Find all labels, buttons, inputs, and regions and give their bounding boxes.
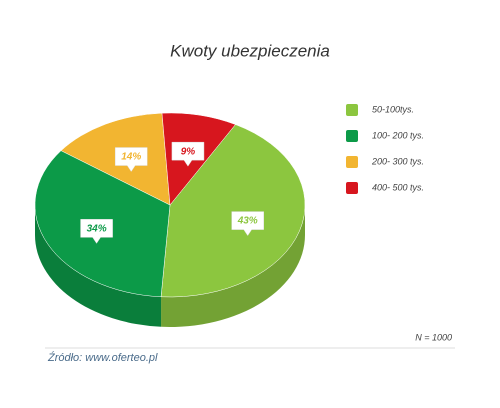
source: Źródło: www.oferteo.pl bbox=[47, 351, 158, 364]
legend-swatch bbox=[346, 104, 358, 116]
legend-swatch bbox=[346, 156, 358, 168]
legend-label: 100- 200 tys. bbox=[372, 130, 424, 140]
legend-label: 50-100tys. bbox=[372, 104, 414, 114]
data-label: 34% bbox=[87, 223, 107, 234]
callout-box bbox=[80, 219, 113, 244]
data-label: 14% bbox=[121, 152, 141, 163]
callout-box bbox=[171, 141, 205, 167]
slice bbox=[160, 124, 306, 298]
callout: 34% bbox=[80, 219, 113, 244]
legend-label: 400- 500 tys. bbox=[372, 182, 424, 192]
legend-label: 200- 300 tys. bbox=[371, 156, 424, 166]
chart-title: Kwoty ubezpieczenia bbox=[170, 41, 330, 60]
slice-side bbox=[161, 205, 305, 327]
legend-swatch bbox=[346, 182, 358, 194]
note: N = 1000 bbox=[415, 332, 452, 342]
callout-box bbox=[231, 211, 264, 237]
slice-side bbox=[35, 205, 162, 327]
data-label: 9% bbox=[181, 146, 196, 157]
data-label: 43% bbox=[237, 216, 258, 227]
legend-swatch bbox=[346, 130, 358, 142]
callout: 9% bbox=[171, 141, 205, 167]
callout-box bbox=[114, 147, 148, 172]
callout: 14% bbox=[114, 147, 148, 172]
callout: 43% bbox=[231, 211, 264, 237]
